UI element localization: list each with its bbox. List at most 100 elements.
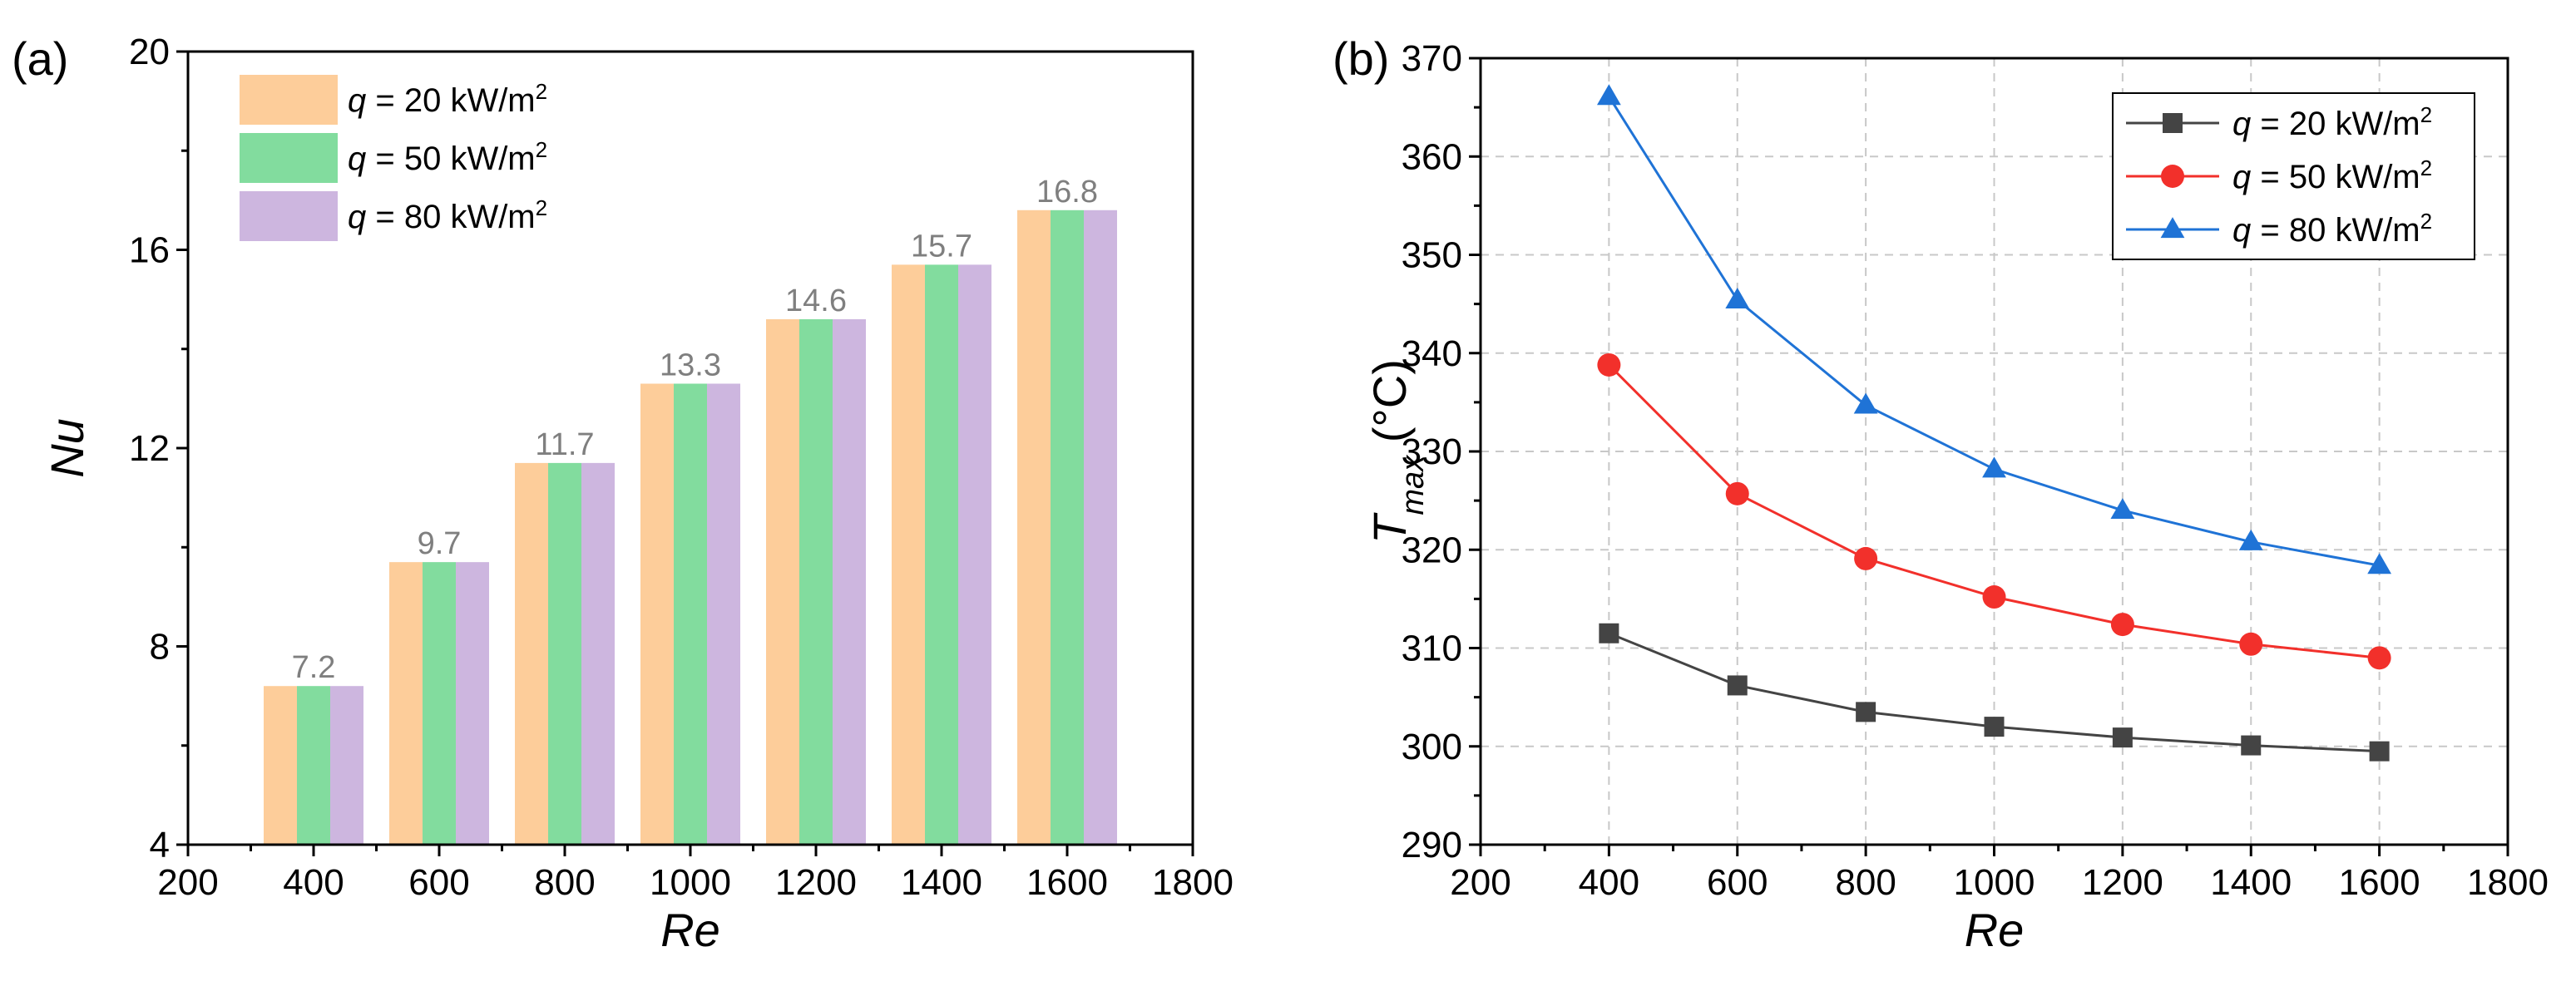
y-tick-label: 330 bbox=[1402, 431, 1462, 472]
x-tick-label: 1200 bbox=[2082, 862, 2163, 903]
bar bbox=[925, 264, 958, 845]
legend-swatch bbox=[240, 191, 338, 241]
y-tick-label: 370 bbox=[1402, 38, 1462, 79]
data-point bbox=[2160, 217, 2185, 239]
x-tick-label: 600 bbox=[1707, 862, 1768, 903]
legend-swatch bbox=[240, 133, 338, 183]
bar bbox=[330, 686, 363, 845]
legend: q = 20 kW/m2q = 50 kW/m2q = 80 kW/m2 bbox=[2112, 92, 2475, 260]
bar bbox=[548, 462, 581, 845]
bar bbox=[456, 562, 489, 845]
y-tick-label: 320 bbox=[1402, 530, 1462, 570]
data-point bbox=[2241, 735, 2262, 756]
legend-sup: 2 bbox=[536, 195, 547, 220]
x-tick-label: 1600 bbox=[1026, 862, 1108, 903]
legend-q: q bbox=[348, 141, 366, 177]
legend-q: q bbox=[348, 82, 366, 119]
data-label: 9.7 bbox=[418, 526, 462, 561]
bar bbox=[1017, 210, 1051, 846]
x-tick-label: 1400 bbox=[2210, 862, 2292, 903]
data-point bbox=[2369, 741, 2390, 762]
data-point bbox=[1597, 353, 1621, 377]
x-axis-label: Re bbox=[1965, 904, 2025, 956]
data-point bbox=[1727, 675, 1748, 696]
data-label: 16.8 bbox=[1036, 175, 1098, 210]
bar bbox=[707, 383, 740, 845]
y-axis-label: Nu bbox=[41, 418, 93, 478]
series bbox=[1599, 623, 2390, 762]
y-tick-label: 20 bbox=[129, 32, 170, 72]
bar bbox=[833, 318, 866, 846]
data-point bbox=[1854, 546, 1878, 570]
y-tick-label: 12 bbox=[129, 428, 170, 469]
legend-label: q = 50 kW/m2 bbox=[348, 137, 547, 177]
data-point bbox=[2110, 498, 2135, 520]
bar bbox=[766, 318, 799, 846]
data-point bbox=[2238, 529, 2263, 550]
data-point bbox=[1853, 392, 1878, 414]
x-tick-label: 200 bbox=[157, 862, 218, 903]
y-label-sub: max bbox=[1396, 454, 1431, 515]
legend: q = 20 kW/m2q = 50 kW/m2q = 80 kW/m2 bbox=[240, 75, 547, 241]
bar-chart-nu: 7.2 9.7 11.7 13.3 14.6 15.7 16.8 200 400 600 800 10… bbox=[41, 32, 1234, 956]
y-tick-label: 4 bbox=[150, 825, 170, 865]
bar bbox=[674, 383, 707, 845]
data-point bbox=[2367, 646, 2391, 670]
y-tick-label: 300 bbox=[1402, 727, 1462, 767]
legend-sup: 2 bbox=[536, 79, 547, 104]
legend-sup: 2 bbox=[2420, 102, 2432, 127]
data-point bbox=[2110, 613, 2134, 637]
legend-q: q bbox=[2232, 212, 2251, 249]
bar bbox=[264, 686, 297, 845]
x-tick-label: 1000 bbox=[650, 862, 731, 903]
y-tick-label: 8 bbox=[150, 627, 170, 668]
legend-q: q bbox=[2232, 106, 2251, 142]
legend-label: q = 20 kW/m2 bbox=[348, 79, 547, 119]
bar bbox=[297, 686, 330, 845]
y-axis-label: Tmax (°C) bbox=[1363, 359, 1431, 544]
legend-label: q = 50 kW/m2 bbox=[2232, 155, 2432, 195]
legend-label: q = 20 kW/m2 bbox=[2232, 102, 2432, 142]
series bbox=[1596, 84, 2392, 574]
x-tick-label: 1600 bbox=[2339, 862, 2420, 903]
bar bbox=[958, 264, 991, 845]
data-point bbox=[1856, 702, 1876, 722]
bar bbox=[1051, 210, 1084, 846]
legend-q: q bbox=[2232, 159, 2251, 195]
y-label-unit: (°C) bbox=[1363, 359, 1416, 456]
y-tick-label: 290 bbox=[1402, 825, 1462, 865]
line-chart-tmax: 200 400 600 800 1000 1200 1400 1600 1800 290 300 31… bbox=[1363, 38, 2549, 956]
x-tick-label: 800 bbox=[534, 862, 595, 903]
data-label: 15.7 bbox=[911, 229, 972, 264]
x-tick-label: 400 bbox=[283, 862, 344, 903]
legend-q: q bbox=[348, 199, 366, 235]
legend-label: q = 80 kW/m2 bbox=[2232, 209, 2432, 249]
data-point bbox=[1984, 717, 2005, 737]
data-point bbox=[1725, 288, 1750, 308]
bar bbox=[423, 562, 456, 845]
x-tick-label: 1200 bbox=[775, 862, 857, 903]
bar bbox=[1084, 210, 1117, 846]
data-point bbox=[2239, 632, 2263, 656]
bar bbox=[389, 562, 423, 845]
panel-b-label: (b) bbox=[1332, 32, 1389, 85]
x-tick-label: 1800 bbox=[1152, 862, 1234, 903]
data-label: 7.2 bbox=[292, 650, 336, 685]
y-tick-label: 350 bbox=[1402, 235, 1462, 276]
legend-sup: 2 bbox=[2420, 209, 2432, 234]
data-label: 13.3 bbox=[660, 348, 721, 382]
x-tick-label: 1400 bbox=[901, 862, 982, 903]
y-tick-label: 360 bbox=[1402, 136, 1462, 177]
data-point bbox=[1725, 481, 1749, 505]
data-point bbox=[1982, 585, 2006, 609]
bar bbox=[799, 318, 833, 846]
x-tick-label: 1800 bbox=[2467, 862, 2549, 903]
data-label: 11.7 bbox=[535, 427, 594, 462]
data-point bbox=[1982, 456, 2006, 478]
data-point bbox=[2367, 553, 2392, 574]
x-tick-label: 200 bbox=[1450, 862, 1510, 903]
x-tick-label: 600 bbox=[408, 862, 469, 903]
data-point bbox=[1596, 84, 1621, 106]
legend-rest: = 20 kW/m bbox=[2251, 106, 2420, 142]
